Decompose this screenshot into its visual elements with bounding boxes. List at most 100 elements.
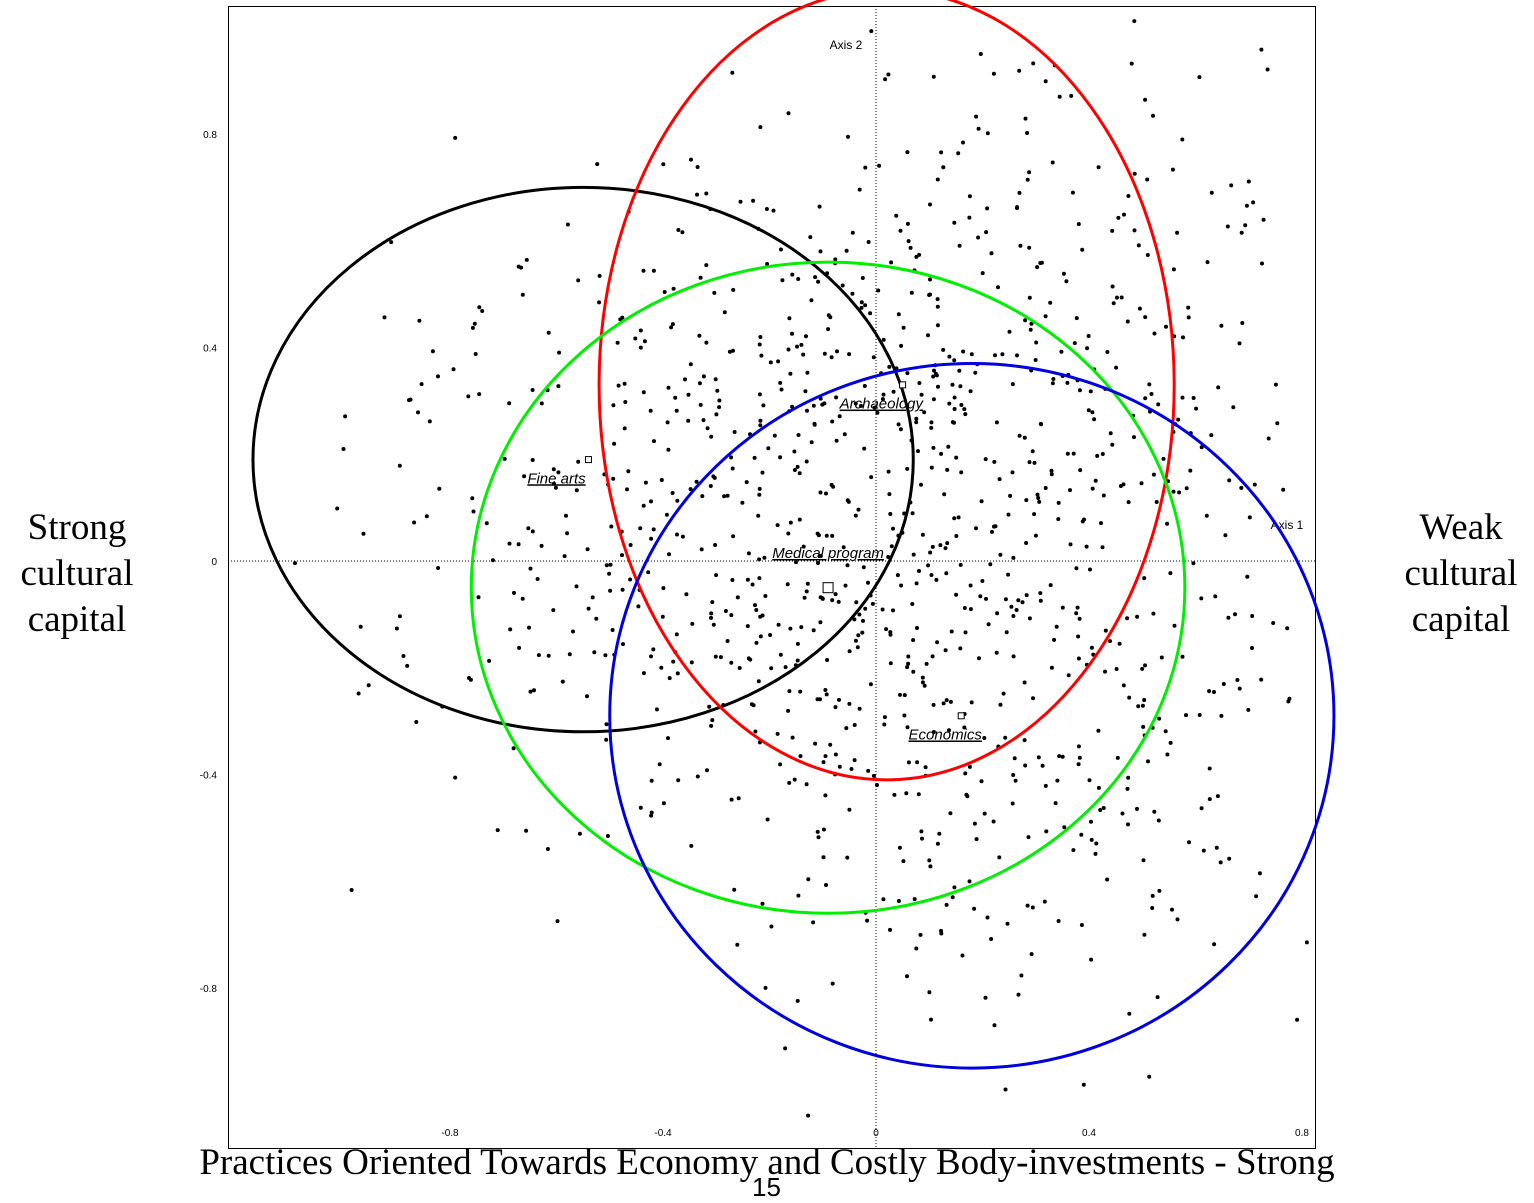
individual-point <box>926 333 930 338</box>
individual-point <box>902 693 907 698</box>
individual-point <box>775 523 780 528</box>
individual-point <box>1043 783 1048 788</box>
individual-point <box>989 251 994 256</box>
individual-point <box>476 595 481 600</box>
individual-point <box>436 374 440 379</box>
individual-point <box>780 278 785 283</box>
individual-point <box>1164 324 1168 329</box>
individual-point <box>834 438 839 443</box>
individual-point <box>714 573 719 578</box>
individual-point <box>508 627 513 632</box>
individual-point <box>968 389 973 394</box>
individual-point <box>1156 402 1161 407</box>
individual-point <box>866 240 871 244</box>
individual-point <box>938 543 943 548</box>
individual-point <box>944 571 949 576</box>
individual-point <box>729 613 734 618</box>
individual-point <box>667 552 671 557</box>
individual-point <box>963 412 968 417</box>
individual-point <box>856 507 861 512</box>
individual-point <box>897 845 902 850</box>
individual-point <box>1010 801 1015 806</box>
individual-point <box>1055 778 1060 783</box>
individual-point <box>930 654 935 659</box>
individual-point <box>1219 323 1224 328</box>
x-tick-label: -0.8 <box>441 1128 459 1139</box>
individual-point <box>666 385 671 390</box>
individual-point <box>911 552 916 557</box>
individual-point <box>551 467 556 472</box>
individual-point <box>689 843 694 848</box>
individual-point <box>574 584 579 589</box>
individual-point <box>829 355 834 360</box>
individual-point <box>394 626 399 631</box>
individual-point <box>356 691 361 696</box>
y-tick-label: -0.4 <box>200 771 218 782</box>
individual-point <box>1126 822 1130 827</box>
individual-point <box>1009 604 1014 609</box>
individual-point <box>745 577 750 582</box>
individual-point <box>876 288 881 293</box>
left-axis-pole-label: Strong cultural capital <box>2 505 152 643</box>
individual-point <box>470 325 475 330</box>
individual-point <box>686 392 691 397</box>
individual-point <box>905 725 910 730</box>
individual-point <box>1132 435 1136 440</box>
individual-point <box>1084 544 1089 549</box>
individual-point <box>928 202 932 207</box>
individual-point <box>1089 957 1094 962</box>
right-label-line: capital <box>1411 599 1511 640</box>
individual-point <box>1246 707 1251 712</box>
individual-point <box>1188 468 1193 473</box>
individual-point <box>751 198 756 203</box>
individual-point <box>648 408 653 413</box>
individual-point <box>555 919 560 924</box>
individual-point <box>992 1023 997 1028</box>
individual-point <box>1141 724 1146 729</box>
individual-point <box>1180 654 1185 659</box>
individual-point <box>1125 616 1130 621</box>
individual-point <box>886 469 891 474</box>
individual-point <box>1094 841 1099 846</box>
individual-point <box>412 520 417 525</box>
individual-point <box>823 793 828 798</box>
individual-point <box>958 562 963 567</box>
individual-point <box>557 350 562 355</box>
individual-point <box>769 924 774 929</box>
individual-point <box>1068 488 1072 493</box>
individual-point <box>689 157 693 162</box>
individual-point <box>961 140 965 145</box>
individual-point <box>993 353 997 358</box>
individual-point <box>765 817 770 822</box>
individual-point <box>786 347 791 352</box>
individual-point <box>1103 669 1107 674</box>
individual-point <box>947 401 952 406</box>
individual-point <box>1074 566 1079 571</box>
individual-point <box>1125 786 1130 791</box>
individual-point <box>905 665 910 670</box>
y-tick-label: -0.8 <box>200 984 218 995</box>
individual-point <box>1152 331 1157 336</box>
individual-point <box>546 330 551 335</box>
individual-point <box>790 331 794 336</box>
individual-point <box>397 463 402 468</box>
individual-point <box>920 532 925 537</box>
individual-point <box>1199 806 1204 811</box>
individual-point <box>1076 656 1081 661</box>
individual-point <box>824 491 828 496</box>
individual-point <box>730 466 735 471</box>
individual-point <box>1024 593 1029 598</box>
individual-point <box>1018 243 1023 248</box>
individual-point <box>1027 295 1032 300</box>
individual-point <box>1266 436 1271 441</box>
individual-point <box>1110 284 1115 289</box>
individual-point <box>604 737 609 742</box>
individual-point <box>1237 341 1242 346</box>
individual-point <box>730 70 735 75</box>
individual-point <box>1165 521 1170 526</box>
individual-point <box>801 352 806 357</box>
ellipse-economics <box>608 362 1336 1070</box>
individual-point <box>1170 907 1174 912</box>
individual-point <box>795 641 800 646</box>
